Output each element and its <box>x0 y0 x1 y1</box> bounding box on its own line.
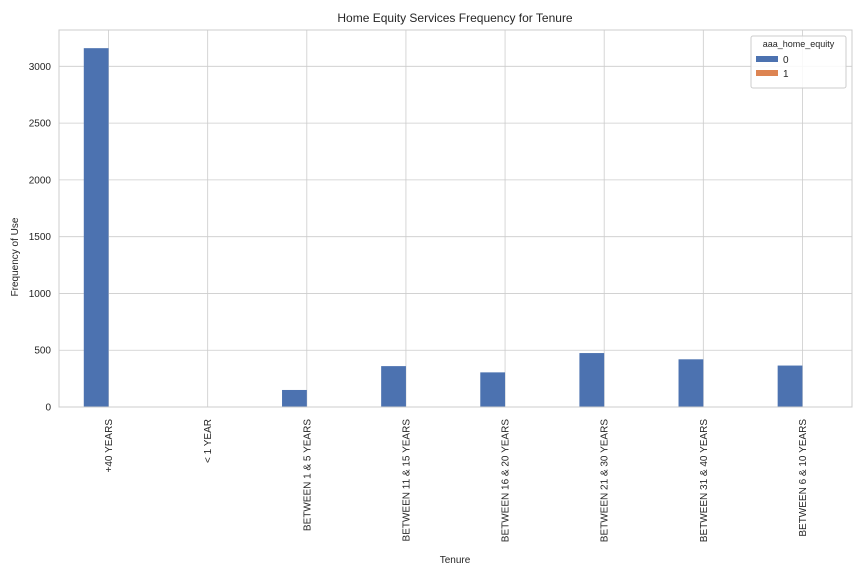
bar-between-16-20-years-series-0 <box>480 372 506 407</box>
bar-between-31-40-years-series-0 <box>678 359 704 407</box>
legend-title: aaa_home_equity <box>763 39 835 49</box>
x-tick-label: BETWEEN 21 & 30 YEARS <box>600 419 611 543</box>
plot-frame <box>58 29 853 408</box>
y-tick-label: 1500 <box>29 232 52 243</box>
legend-swatch-series-0 <box>756 56 778 62</box>
legend: aaa_home_equity 0 1 <box>750 35 847 89</box>
legend-label-series-1: 1 <box>783 69 789 80</box>
x-tick-label: BETWEEN 6 & 10 YEARS <box>798 419 809 537</box>
y-tick-label: 3000 <box>29 62 52 73</box>
plot-background <box>59 30 852 407</box>
x-tick-label: BETWEEN 11 & 15 YEARS <box>401 419 412 542</box>
x-tick-label: < 1 YEAR <box>203 419 214 463</box>
plot-area <box>58 29 853 408</box>
y-tick-label: 2000 <box>29 175 52 186</box>
x-axis-label: Tenure <box>440 555 471 566</box>
y-tick-label: 2500 <box>29 119 52 130</box>
bar-between-1-5-years-series-0 <box>282 389 307 407</box>
bar-between-11-15-years-series-0 <box>381 366 406 407</box>
y-tick-label: 1000 <box>29 289 52 300</box>
x-tick-label: +40 YEARS <box>104 419 115 473</box>
legend-swatch-series-1 <box>756 70 778 76</box>
x-tick-label: BETWEEN 31 & 40 YEARS <box>699 419 710 543</box>
chart-title: Home Equity Services Frequency for Tenur… <box>337 11 573 25</box>
legend-label-series-0: 0 <box>783 55 789 66</box>
x-tick-label: BETWEEN 1 & 5 YEARS <box>302 419 313 531</box>
y-axis-label: Frequency of Use <box>10 217 21 296</box>
bar--40-years-series-0 <box>83 48 109 408</box>
x-tick-label: BETWEEN 16 & 20 YEARS <box>501 419 512 543</box>
bar-between-21-30-years-series-0 <box>579 353 605 407</box>
y-tick-label: 500 <box>34 346 51 357</box>
y-tick-label: 0 <box>45 403 51 414</box>
bar-between-6-10-years-series-0 <box>777 365 803 407</box>
